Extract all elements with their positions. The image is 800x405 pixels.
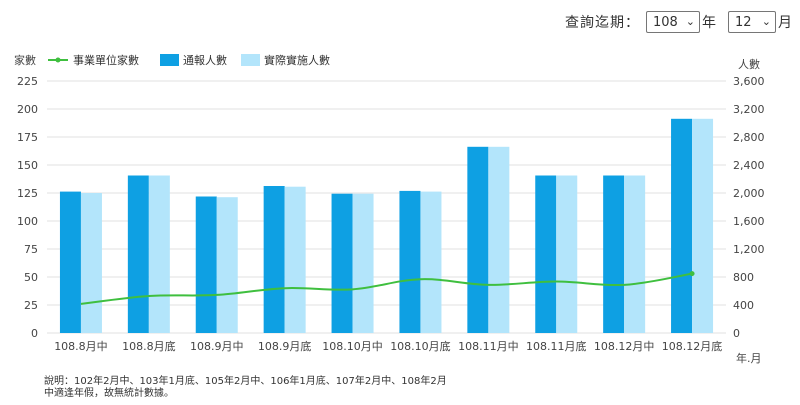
x-tick-label: 108.9月中 — [190, 340, 244, 353]
combo-chart: 家數 人數 年.月 事業單位家數 通報人數 實際實施人數 0 25 50 75 100 125… — [14, 53, 765, 365]
bar-reported — [195, 196, 217, 333]
right-tick-label: 3,600 — [733, 75, 765, 88]
x-tick-label: 108.8月底 — [122, 339, 176, 353]
footnote-line-2: 中適逢年假，故無統計數據。 — [44, 388, 174, 399]
left-tick-label: 25 — [24, 299, 38, 312]
bar-reported — [535, 175, 557, 333]
bar-actual — [80, 193, 102, 333]
right-tick-label: 3,200 — [733, 103, 765, 116]
year-unit: 年 — [702, 15, 716, 31]
month-unit: 月 — [778, 15, 792, 31]
footnote: 說明：102年2月中、103年1月底、105年2月中、106年1月底、107年2… — [44, 376, 447, 400]
right-tick-label: 1,600 — [733, 215, 765, 228]
right-tick-label: 1,200 — [733, 243, 765, 256]
left-tick-label: 125 — [17, 187, 38, 200]
bar-actual — [692, 118, 714, 333]
footnote-line-1: 說明：102年2月中、103年1月底、105年2月中、106年1月底、107年2… — [44, 376, 447, 387]
x-tick-label: 108.10月中 — [322, 340, 383, 353]
x-tick-label: 108.11月底 — [526, 339, 587, 353]
query-period-selector: 查詢迄期： 108 ⌄ 年 12 ⌄ 月 — [565, 10, 792, 34]
legend-line-marker — [55, 57, 61, 63]
legend-label-actual: 實際實施人數 — [264, 53, 330, 67]
right-tick-label: 2,400 — [733, 159, 765, 172]
bar-actual — [624, 175, 646, 333]
x-tick-label: 108.12月底 — [662, 339, 723, 353]
bar-series — [59, 118, 714, 333]
left-tick-label: 175 — [17, 131, 38, 144]
right-tick-label: 400 — [733, 299, 754, 312]
line-point — [689, 271, 695, 277]
bar-actual — [216, 197, 238, 333]
x-tick-label: 108.8月中 — [54, 340, 108, 353]
month-select[interactable]: 12 ⌄ — [728, 11, 776, 33]
bar-actual — [352, 193, 374, 333]
legend: 事業單位家數 通報人數 實際實施人數 — [48, 53, 330, 67]
bar-reported — [59, 191, 81, 333]
left-tick-label: 75 — [24, 243, 38, 256]
chevron-down-icon: ⌄ — [761, 15, 771, 28]
x-tick-label: 108.11月中 — [458, 340, 519, 353]
x-tick-label: 108.12月中 — [594, 340, 655, 353]
bar-reported — [127, 175, 149, 333]
x-tick-label: 108.10月底 — [390, 339, 451, 353]
year-select-value: 108 — [653, 14, 678, 30]
line-series — [80, 271, 695, 305]
right-tick-label: 2,000 — [733, 187, 765, 200]
x-axis-title: 年.月 — [736, 351, 762, 365]
right-axis-ticks: 0 400 800 1,200 1,600 2,000 2,400 2,800 3,200 3,6… — [733, 75, 765, 340]
legend-swatch-reported — [160, 54, 179, 66]
bar-reported — [331, 193, 353, 333]
legend-swatch-actual — [241, 54, 260, 66]
right-tick-label: 0 — [733, 327, 740, 340]
query-period-label: 查詢迄期： — [565, 15, 640, 31]
left-tick-label: 100 — [17, 215, 38, 228]
left-tick-label: 200 — [17, 103, 38, 116]
left-axis-title: 家數 — [14, 53, 36, 67]
right-tick-label: 2,800 — [733, 131, 765, 144]
left-tick-label: 50 — [24, 271, 38, 284]
x-tick-label: 108.9月底 — [258, 339, 312, 353]
year-select[interactable]: 108 ⌄ — [646, 11, 700, 33]
bar-reported — [603, 175, 625, 333]
bar-actual — [148, 175, 170, 333]
left-tick-label: 225 — [17, 75, 38, 88]
line-path — [80, 272, 693, 305]
left-axis-ticks: 0 25 50 75 100 125 150 175 200 225 — [17, 75, 38, 340]
legend-label-reported: 通報人數 — [183, 54, 227, 67]
left-tick-label: 150 — [17, 159, 38, 172]
legend-label-line: 事業單位家數 — [73, 53, 139, 67]
right-axis-title: 人數 — [738, 58, 760, 71]
bar-actual — [556, 175, 578, 333]
bar-reported — [671, 118, 693, 333]
bar-reported — [467, 146, 489, 333]
bar-reported — [263, 186, 285, 333]
bar-actual — [284, 186, 306, 333]
left-tick-label: 0 — [31, 327, 38, 340]
bar-actual — [420, 191, 442, 333]
right-tick-label: 800 — [733, 271, 754, 284]
bar-actual — [488, 146, 510, 333]
month-select-value: 12 — [735, 14, 752, 30]
x-axis-ticks: 108.8月中 108.8月底 108.9月中 108.9月底 108.10月中 108.… — [54, 339, 722, 353]
bar-reported — [399, 190, 421, 333]
chevron-down-icon: ⌄ — [685, 15, 695, 28]
